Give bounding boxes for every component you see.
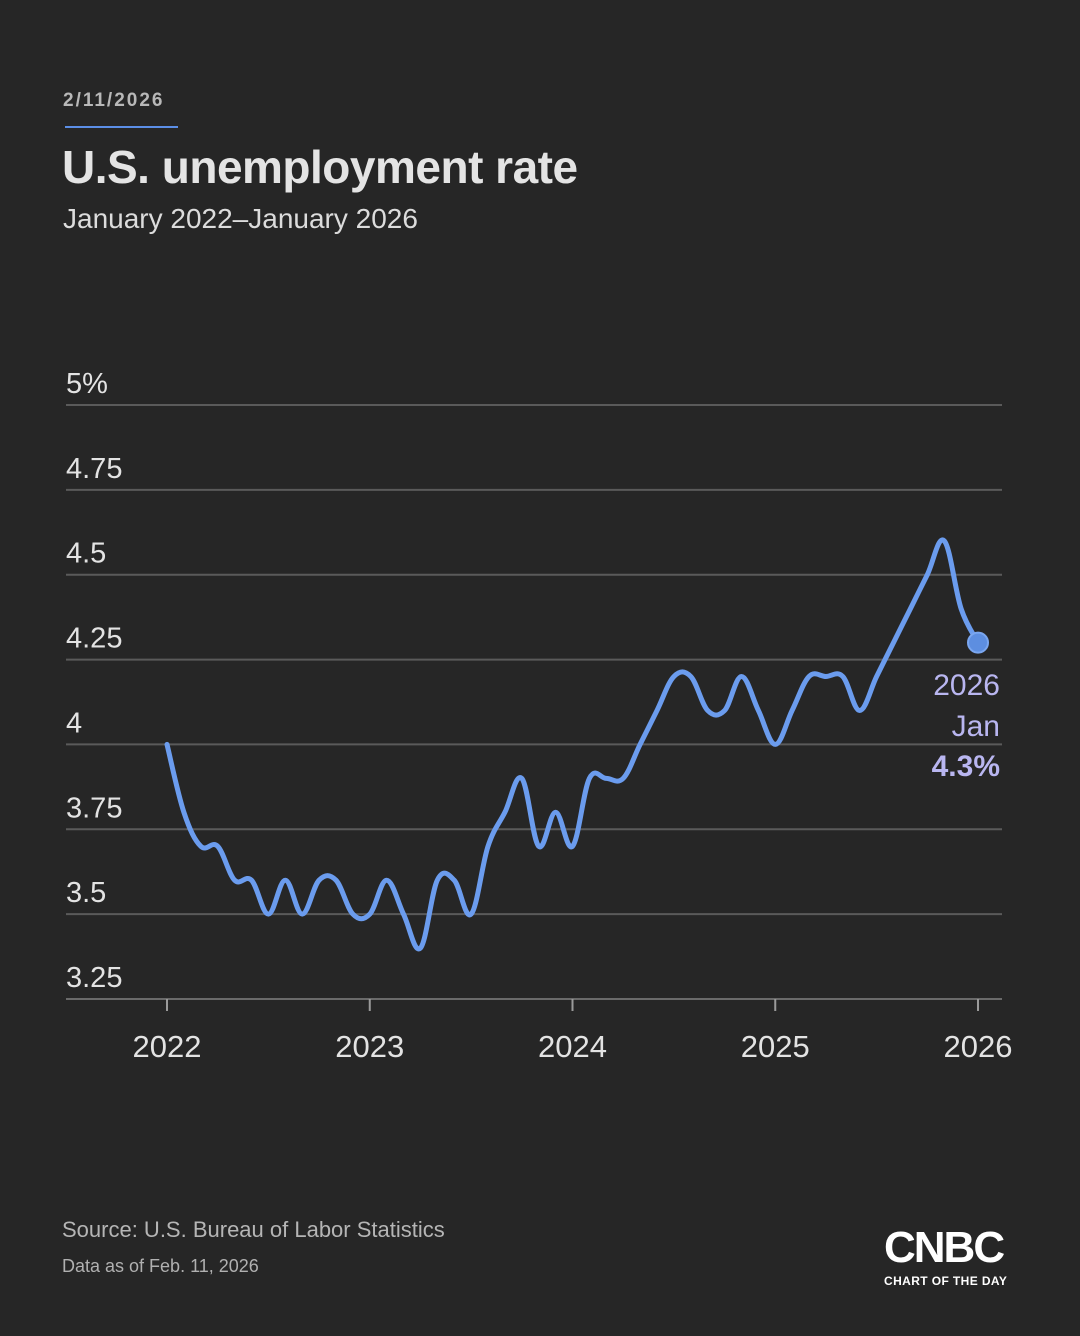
logo-mark: CNBC: [884, 1223, 1005, 1272]
callout-value: 4.3%: [932, 750, 1000, 783]
series-line-unemployment-rate: [164, 537, 981, 952]
series-layer: [164, 537, 989, 952]
date-underline: [65, 126, 178, 128]
source-note: Source: U.S. Bureau of Labor Statistics: [62, 1217, 445, 1242]
y-tick-label: 3.5: [66, 877, 106, 909]
x-tick-label: 2023: [335, 1029, 404, 1064]
callout-month: Jan: [952, 710, 1000, 743]
chart-date: 2/11/2026: [63, 90, 165, 111]
y-tick-label: 4.25: [66, 623, 122, 655]
callout-year: 2026: [933, 669, 1000, 702]
last-data-point: [967, 631, 989, 654]
y-tick-label: 5%: [66, 368, 108, 400]
y-tick-label: 3.75: [66, 792, 122, 824]
chart-title: U.S. unemployment rate: [62, 141, 578, 193]
y-tick-label: 4: [66, 707, 82, 739]
y-axis-ticks: 5% 4.75 4.5 4.25 4 3.75 3.5 3.25: [66, 368, 122, 994]
y-tick-label: 4.75: [66, 453, 122, 485]
chart-subtitle: January 2022–January 2026: [63, 203, 418, 234]
x-axis-ticks: 2022 2023 2024 2025 2026: [133, 999, 1013, 1064]
data-as-of-note: Data as of Feb. 11, 2026: [62, 1256, 259, 1276]
grid-lines: [66, 404, 1002, 1000]
callout-layer: 2026 Jan 4.3%: [932, 669, 1000, 783]
cnbc-logo: CNBC CHART OF THE DAY: [884, 1223, 1016, 1289]
x-tick-label: 2025: [741, 1029, 810, 1064]
y-tick-label: 3.25: [66, 962, 122, 994]
logo-tagline: CHART OF THE DAY: [884, 1274, 1008, 1288]
x-tick-label: 2022: [133, 1029, 202, 1064]
x-tick-label: 2026: [944, 1029, 1013, 1064]
x-tick-label: 2024: [538, 1029, 607, 1064]
y-tick-label: 4.5: [66, 538, 106, 570]
